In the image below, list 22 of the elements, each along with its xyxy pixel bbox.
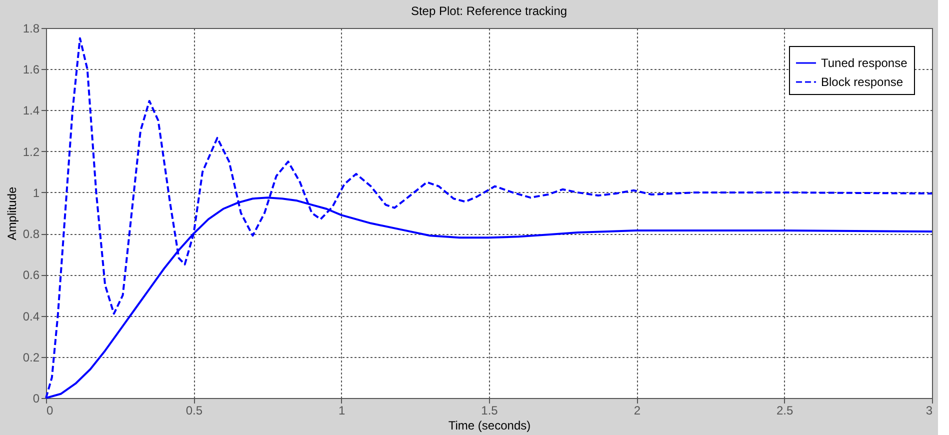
x-tick-label: 0	[46, 404, 54, 418]
x-tick-label: 2.5	[776, 404, 794, 418]
y-axis-title: Amplitude	[4, 186, 19, 240]
y-tick-label: 0.2	[22, 350, 40, 364]
x-tick-label: 1	[338, 404, 346, 418]
x-axis-title: Time (seconds)	[448, 418, 531, 432]
x-tick-label: 2	[634, 404, 641, 418]
y-tick-label: 0.4	[22, 309, 40, 324]
y-tick-label: 1	[32, 186, 40, 200]
chart-title: Step Plot: Reference tracking	[410, 4, 568, 18]
x-tick-label: 3	[926, 404, 933, 418]
legend-label: Block response	[821, 75, 904, 89]
y-tick-label: 1.2	[22, 144, 40, 159]
y-tick-label: 1.6	[22, 62, 40, 77]
y-tick-label: 0.8	[22, 227, 40, 242]
legend-label: Tuned response	[821, 56, 908, 70]
y-tick-label: 1.8	[22, 22, 40, 36]
x-tick-label: 1.5	[481, 404, 498, 418]
y-tick-label: 0.6	[22, 268, 40, 282]
y-tick-label: 0	[32, 392, 40, 406]
x-tick-label: 0.5	[186, 404, 203, 418]
y-tick-label: 1.4	[22, 104, 40, 118]
